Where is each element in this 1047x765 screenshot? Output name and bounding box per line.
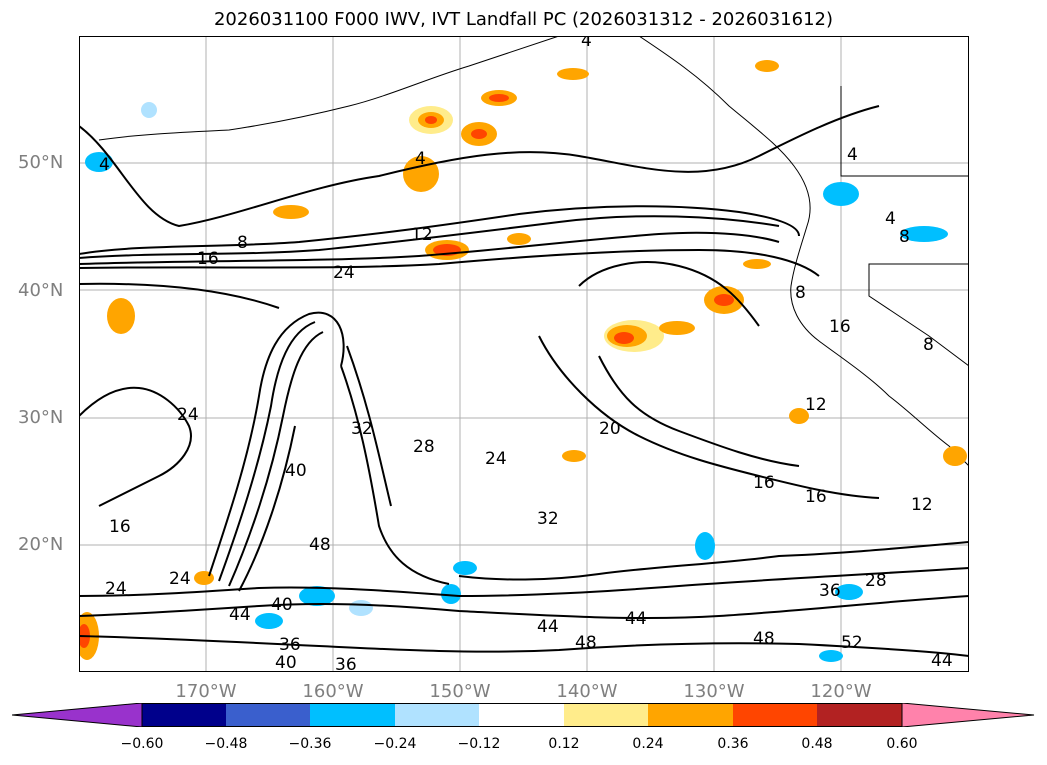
contour-label: 40 xyxy=(285,461,307,481)
contour-label: 4 xyxy=(847,145,858,165)
colorbar-extend-high xyxy=(901,703,1035,727)
lon-label-130w: 130°W xyxy=(683,681,745,702)
colorbar-bin xyxy=(733,703,817,727)
contour-label: 16 xyxy=(109,517,131,537)
contour-label: 48 xyxy=(575,633,597,653)
colorbar-tick: −0.48 xyxy=(204,736,248,752)
contour-label: 16 xyxy=(805,487,827,507)
contour-label: 24 xyxy=(333,263,355,283)
colorbar-tick: 0.12 xyxy=(548,736,580,752)
map-title: 2026031100 F000 IWV, IVT Landfall PC (20… xyxy=(213,9,834,30)
contour-label: 32 xyxy=(351,419,373,439)
contour-label: 44 xyxy=(537,617,559,637)
colorbar-bin xyxy=(564,703,648,727)
contour-label: 4 xyxy=(99,155,110,175)
contour-label: 44 xyxy=(229,605,251,625)
negative-pc-shading xyxy=(85,102,948,662)
colorbar-bin xyxy=(817,703,902,727)
contour-label: 16 xyxy=(753,473,775,493)
lat-label-30n: 30°N xyxy=(18,407,64,428)
colorbar-tick: 0.60 xyxy=(886,736,918,752)
colorbar-tick: −0.36 xyxy=(288,736,332,752)
colorbar-tick: 0.24 xyxy=(632,736,664,752)
contour-label: 28 xyxy=(413,437,435,457)
lat-label-40n: 40°N xyxy=(18,280,64,301)
contour-label: 12 xyxy=(805,395,827,415)
contour-label: 8 xyxy=(237,233,248,253)
contour-label: 12 xyxy=(411,225,433,245)
contour-label: 44 xyxy=(931,651,953,671)
colorbar-bin xyxy=(142,703,226,727)
contour-label: 24 xyxy=(177,405,199,425)
contour-label: 20 xyxy=(599,419,621,439)
contour-label: 16 xyxy=(829,317,851,337)
contour-label: 28 xyxy=(865,571,887,591)
contour-label: 8 xyxy=(795,283,806,303)
contour-label: 16 xyxy=(197,249,219,269)
colorbar-tick: −0.24 xyxy=(373,736,417,752)
contour-label: 36 xyxy=(335,655,357,672)
colorbar-bin xyxy=(310,703,395,727)
coastline xyxy=(98,36,969,467)
contour-label: 52 xyxy=(841,633,863,653)
contour-label: 4 xyxy=(415,149,426,169)
contour-label: 4 xyxy=(885,209,896,229)
iwv-contours xyxy=(79,105,969,657)
colorbar-bin xyxy=(226,703,310,727)
contour-label: 24 xyxy=(169,569,191,589)
contour-label: 4 xyxy=(581,36,592,51)
colorbar-bin xyxy=(479,703,564,727)
colorbar-extend-low xyxy=(12,703,143,727)
positive-pc-shading xyxy=(79,60,967,660)
contour-label: 40 xyxy=(271,595,293,615)
contour-label: 12 xyxy=(911,495,933,515)
map-plot-area: 4 4 4 4 4 8 8 8 16 16 12 24 24 24 24 24 … xyxy=(79,36,969,672)
lon-label-160w: 160°W xyxy=(302,681,364,702)
contour-label: 8 xyxy=(899,227,910,247)
contour-label: 24 xyxy=(105,579,127,599)
contour-labels: 4 4 4 4 4 8 8 8 16 16 12 24 24 24 24 24 … xyxy=(99,36,953,672)
contour-label: 44 xyxy=(625,609,647,629)
graticule xyxy=(79,36,969,672)
lon-label-170w: 170°W xyxy=(175,681,237,702)
contour-label: 36 xyxy=(819,581,841,601)
contour-label: 48 xyxy=(309,535,331,555)
colorbar-tick: 0.36 xyxy=(717,736,749,752)
lon-label-140w: 140°W xyxy=(556,681,618,702)
contour-label: 24 xyxy=(485,449,507,469)
colorbar-tick: −0.12 xyxy=(457,736,501,752)
lat-label-20n: 20°N xyxy=(18,534,64,555)
colorbar-tick: 0.48 xyxy=(801,736,833,752)
colorbar-bin xyxy=(395,703,479,727)
lon-label-120w: 120°W xyxy=(810,681,872,702)
lat-label-50n: 50°N xyxy=(18,152,64,173)
contour-label: 36 xyxy=(279,635,301,655)
colorbar xyxy=(12,703,1035,727)
contour-label: 32 xyxy=(537,509,559,529)
colorbar-bin xyxy=(648,703,733,727)
lon-label-150w: 150°W xyxy=(429,681,491,702)
contour-label: 40 xyxy=(275,653,297,672)
contour-label: 48 xyxy=(753,629,775,649)
colorbar-tick: −0.60 xyxy=(120,736,164,752)
contour-label: 8 xyxy=(923,335,934,355)
